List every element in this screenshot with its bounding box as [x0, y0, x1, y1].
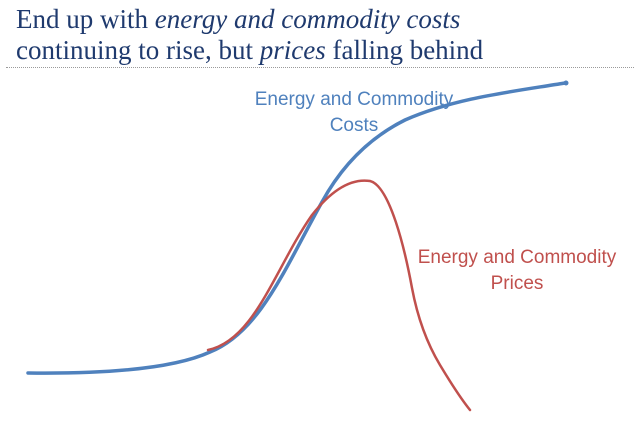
title-line2-emphasis: prices: [259, 35, 326, 65]
costs-label-line1: Energy and Commodity: [254, 89, 454, 110]
costs-label: Energy and Commodity Costs: [224, 87, 484, 139]
costs-curve: [26, 81, 567, 375]
prices-label-line2: Prices: [490, 273, 544, 294]
title-line1-emphasis: energy and commodity costs: [154, 4, 461, 34]
prices-curve: [206, 179, 472, 412]
costs-curve-endpoint: [563, 80, 569, 86]
prices-label: Energy and Commodity Prices: [392, 245, 640, 297]
costs-label-line2: Costs: [329, 115, 379, 136]
prices-label-line1: Energy and Commodity: [417, 247, 617, 268]
slide-title: End up with energy and commodity costs c…: [16, 4, 636, 66]
title-line2-suffix: falling behind: [325, 35, 484, 65]
title-divider: [6, 67, 634, 68]
title-line1-prefix: End up with: [16, 4, 155, 34]
title-line2-prefix: continuing to rise, but: [16, 35, 260, 65]
